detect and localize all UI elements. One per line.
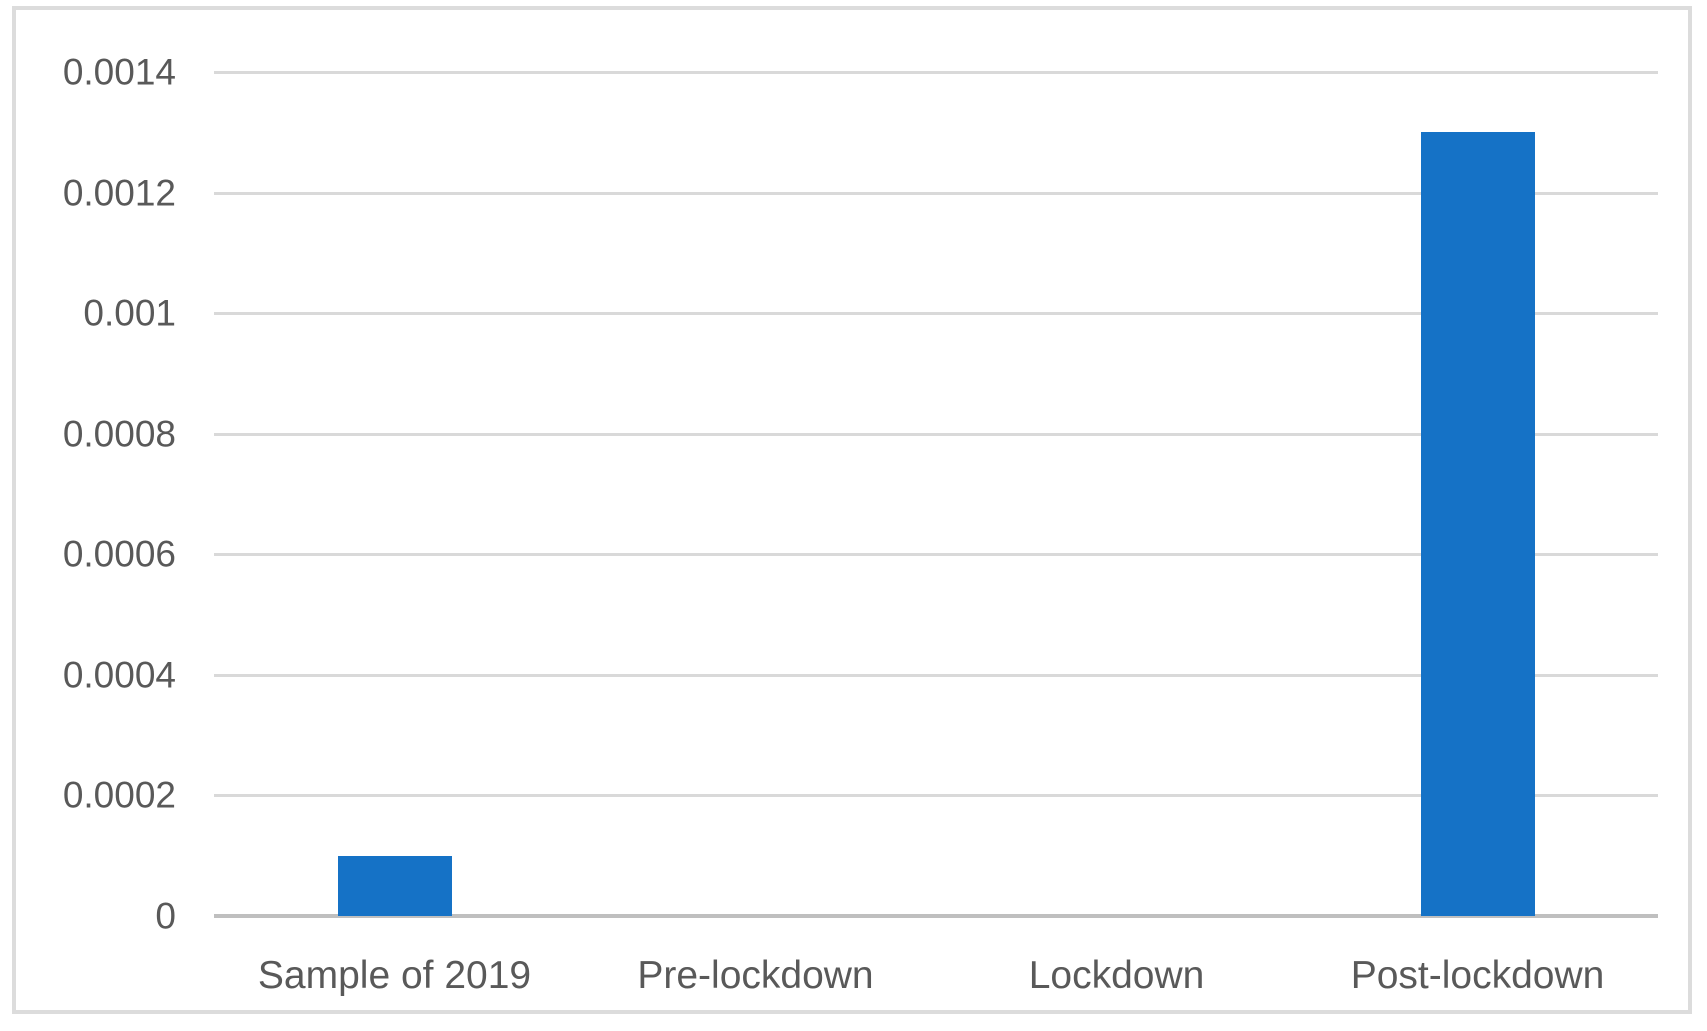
bar-post-lockdown xyxy=(1420,132,1535,916)
y-tick-label: 0.0004 xyxy=(62,654,176,696)
y-tick-label: 0.0008 xyxy=(62,413,176,455)
x-tick-label-lockdown: Lockdown xyxy=(1028,954,1205,997)
y-tick-label: 0 xyxy=(155,895,176,937)
y-tick-label: 0.0002 xyxy=(62,774,176,816)
bar-sample-of-2019 xyxy=(337,855,452,916)
y-tick-label: 0.0006 xyxy=(62,533,176,575)
y-axis: 0.0014 0.0012 0.001 0.0008 0.0006 0.0004 0.000… xyxy=(16,54,176,935)
gridline xyxy=(214,794,1658,798)
y-tick-label: 0.0012 xyxy=(62,172,176,214)
gridline xyxy=(214,71,1658,74)
x-tick-label-pre-lockdown: Pre-lockdown xyxy=(637,954,874,997)
gridline xyxy=(214,191,1658,195)
gridline xyxy=(214,432,1658,436)
x-tick-label-post-lockdown: Post-lockdown xyxy=(1350,954,1605,997)
x-tick-label-sample-of-2019: Sample of 2019 xyxy=(257,954,532,997)
gridline xyxy=(214,312,1658,316)
chart-frame: 0.0014 0.0012 0.001 0.0008 0.0006 0.0004 0.000… xyxy=(12,6,1692,1014)
y-tick-label: 0.0014 xyxy=(62,51,176,93)
x-axis-line xyxy=(214,914,1658,918)
x-axis: Sample of 2019 Pre-lockdown Lockdown Post-l… xyxy=(214,916,1658,1016)
plot-area xyxy=(214,71,1658,918)
y-tick-label: 0.001 xyxy=(83,292,176,334)
gridline xyxy=(214,553,1658,557)
gridline xyxy=(214,673,1658,677)
